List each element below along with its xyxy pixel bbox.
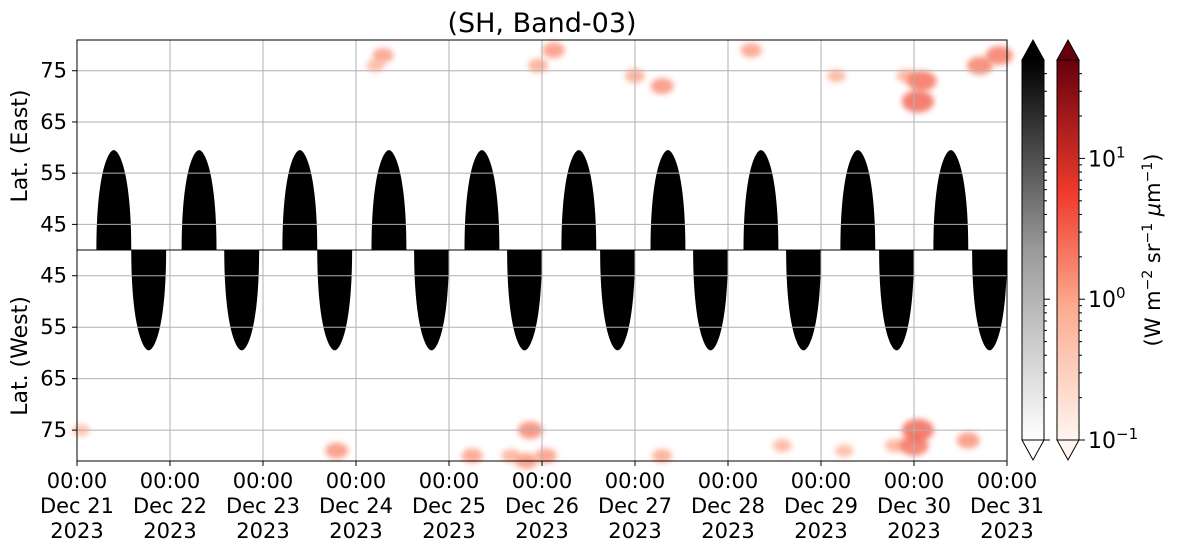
cbar-tick-label-1: 100 xyxy=(1088,284,1126,313)
colorbar-red-extend-min xyxy=(1056,439,1080,462)
emission-patch-6 xyxy=(740,42,762,58)
daylight-mask-west-6 xyxy=(693,250,728,351)
ytick-label-east-3: 75 xyxy=(40,59,67,83)
emission-patch-1 xyxy=(372,47,394,63)
emission-patch-2 xyxy=(528,58,549,73)
xtick-label-2: 00:00 Dec 23 2023 xyxy=(226,469,300,543)
grid-layer xyxy=(76,40,1008,461)
daylight-mask-east-7 xyxy=(743,150,779,250)
emission-patch-5 xyxy=(650,78,674,95)
emission-patch-21 xyxy=(772,438,792,453)
cbar-tick-label-2: 101 xyxy=(1088,143,1126,172)
y-tick-layer: 45 55 65 75 75 65 55 45 xyxy=(40,59,77,442)
emission-patch-20 xyxy=(652,448,673,463)
colorbar-gray xyxy=(1021,38,1045,462)
daylight-mask-east-8 xyxy=(840,150,876,250)
xtick-label-8: 00:00 Dec 29 2023 xyxy=(784,469,858,543)
chart-title: (SH, Band-03) xyxy=(447,8,636,39)
ytick-label-west-1: 65 xyxy=(40,367,67,391)
cbar-tick-label-0: 10−1 xyxy=(1088,425,1138,454)
xtick-label-1: 00:00 Dec 22 2023 xyxy=(133,469,207,543)
daylight-mask-west-0 xyxy=(131,250,167,351)
daylight-mask-east-6 xyxy=(650,150,686,250)
colorbar-gray-extend-min xyxy=(1021,439,1045,462)
daylight-mask-west-3 xyxy=(414,250,449,351)
colorbar-red-extend-max xyxy=(1056,38,1080,61)
emission-patch-12 xyxy=(985,45,1013,65)
daylight-mask-east-5 xyxy=(561,150,597,250)
ylabel-east: Lat. (East) xyxy=(8,90,33,203)
emission-patch-14 xyxy=(325,442,349,459)
emission-patch-9 xyxy=(901,90,934,113)
xtick-label-3: 00:00 Dec 24 2023 xyxy=(319,469,393,543)
colorbar-red xyxy=(1056,38,1080,462)
daylight-mask-east-2 xyxy=(282,150,318,250)
daylight-mask-west-2 xyxy=(317,250,353,351)
xtick-label-7: 00:00 Dec 28 2023 xyxy=(691,469,765,543)
ytick-label-west-2: 55 xyxy=(40,315,67,339)
emission-patch-11 xyxy=(966,56,993,75)
emission-patch-23 xyxy=(884,438,905,453)
ytick-label-east-2: 65 xyxy=(40,110,67,134)
colorbar-label: (W m−2 sr−1 μm−1) xyxy=(1140,154,1165,347)
daylight-mask-west-1 xyxy=(224,250,260,351)
emission-patch-26 xyxy=(956,432,980,449)
xtick-label-4: 00:00 Dec 25 2023 xyxy=(412,469,486,543)
emission-patch-18 xyxy=(534,448,557,464)
ytick-label-east-1: 55 xyxy=(40,161,67,185)
ytick-label-west-0: 75 xyxy=(40,418,67,442)
colorbar-gray-extend-max xyxy=(1021,38,1045,61)
daylight-mask-layer xyxy=(96,150,1007,351)
daylight-mask-east-9 xyxy=(933,150,969,250)
ylabel-west: Lat. (West) xyxy=(8,296,33,416)
colorbar-tick-layer: 10−1 100 101 xyxy=(1044,73,1138,454)
daylight-mask-east-3 xyxy=(371,150,407,250)
daylight-mask-west-5 xyxy=(600,250,635,351)
daylight-mask-west-7 xyxy=(786,250,821,351)
emission-patch-10 xyxy=(906,70,937,92)
ytick-label-east-0: 45 xyxy=(40,212,67,236)
emission-patch-7 xyxy=(827,69,846,83)
ytick-label-west-3: 45 xyxy=(40,264,67,288)
emission-patch-22 xyxy=(835,444,854,458)
x-tick-layer: 00:00 Dec 21 2023 00:00 Dec 22 2023 00:00 Dec 2… xyxy=(40,461,1044,543)
xtick-label-5: 00:00 Dec 26 2023 xyxy=(505,469,579,543)
daylight-mask-west-4 xyxy=(507,250,542,351)
xtick-label-9: 00:00 Dec 30 2023 xyxy=(877,469,951,543)
daylight-mask-west-8 xyxy=(879,250,914,351)
daylight-mask-west-9 xyxy=(972,250,1007,351)
xtick-label-0: 00:00 Dec 21 2023 xyxy=(40,469,114,543)
daylight-mask-east-4 xyxy=(464,150,500,250)
emission-patch-3 xyxy=(542,42,565,59)
daylight-mask-east-0 xyxy=(96,150,132,250)
emission-patch-15 xyxy=(461,448,483,464)
daylight-mask-east-1 xyxy=(181,150,217,250)
xtick-label-10: 00:00 Dec 31 2023 xyxy=(970,469,1044,543)
xtick-label-6: 00:00 Dec 27 2023 xyxy=(598,469,672,543)
